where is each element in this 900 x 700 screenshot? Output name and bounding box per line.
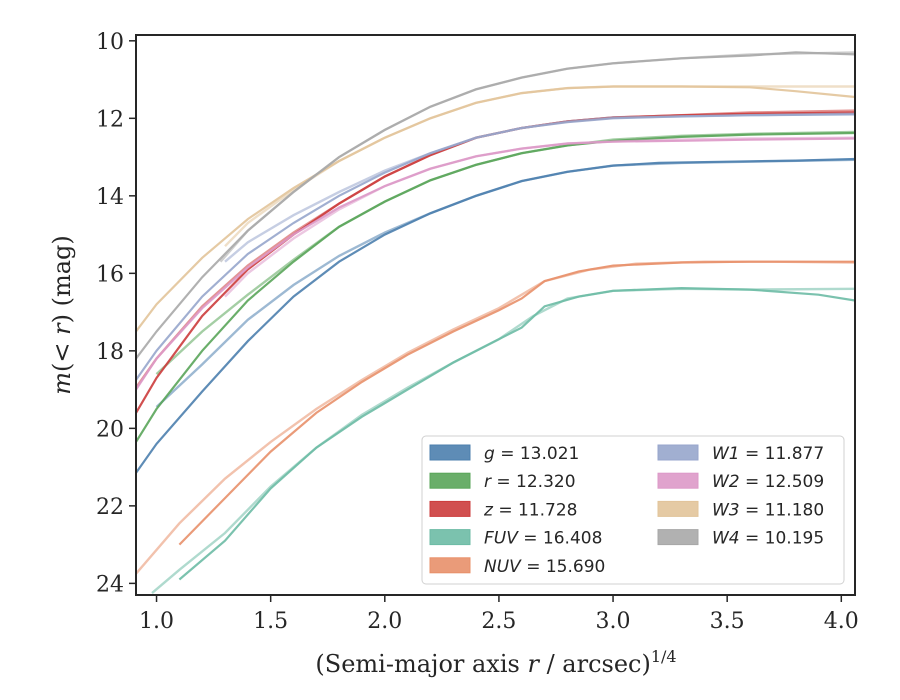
legend-label-w3: W3 = 11.180 (712, 500, 824, 520)
series-w3-line (136, 85, 855, 333)
legend-swatch-w4 (657, 529, 699, 546)
x-tick-label: 1.5 (253, 609, 288, 634)
legend-label-g: g = 13.021 (484, 444, 579, 464)
legend-label-nuv: NUV = 15.690 (484, 557, 605, 577)
series-w1-band (224, 112, 855, 263)
series-g-line (136, 157, 855, 474)
y-tick-label: 24 (96, 572, 124, 597)
series-w4-line (136, 51, 855, 360)
legend-swatch-r (429, 472, 471, 489)
legend-label-w4: W4 = 10.195 (712, 529, 824, 549)
y-tick-label: 12 (96, 107, 124, 132)
plot-frame (135, 34, 856, 596)
legend-swatch-w3 (657, 500, 699, 517)
x-tick-label: 4.0 (824, 609, 859, 634)
series-w4-band (219, 51, 855, 263)
x-axis-title: (Semi-major axis r / arcsec)1/4 (315, 647, 676, 678)
y-tick-label: 16 (96, 262, 124, 287)
series-r-line (136, 131, 855, 443)
y-tick-label: 20 (96, 417, 124, 442)
y-axis-title: m(< r) (mag) (48, 235, 76, 395)
series-curves (136, 51, 855, 595)
legend-label-w1: W1 = 11.877 (712, 444, 824, 464)
x-tick-label: 2.5 (481, 609, 516, 634)
x-tick-label: 3.0 (596, 609, 631, 634)
x-tick-label: 1.0 (139, 609, 174, 634)
y-tick-label: 22 (96, 495, 124, 520)
legend-swatch-fuv (429, 529, 471, 546)
series-r-band (155, 130, 855, 375)
y-axis: 10 12 14 16 18 20 22 24 (96, 30, 136, 597)
legend-swatch-z (429, 500, 471, 517)
legend-swatch-w1 (657, 444, 699, 461)
x-tick-label: 3.5 (710, 609, 745, 634)
legend-box (421, 435, 845, 585)
legend-swatch-w2 (657, 472, 699, 489)
series-nuv-line (178, 260, 855, 546)
x-axis: 1.0 1.5 2.0 2.5 3.0 3.5 4.0 (139, 595, 859, 634)
series-w2-line (136, 137, 855, 391)
legend-label-w2: W2 = 12.509 (712, 472, 824, 492)
y-tick-label: 10 (96, 30, 124, 55)
legend-swatch-g (429, 444, 471, 461)
legend-swatch-nuv (429, 557, 471, 574)
series-fuv-line (178, 286, 855, 581)
series-w1-line (136, 113, 855, 381)
y-tick-label: 18 (96, 340, 124, 365)
legend-label-r: r = 12.320 (484, 472, 576, 492)
x-tick-label: 2.0 (367, 609, 402, 634)
y-tick-label: 14 (96, 185, 124, 210)
legend: g = 13.021 r = 12.320 z = 11.728 FUV = 16.4… (421, 435, 845, 585)
legend-label-fuv: FUV = 16.408 (484, 529, 602, 549)
legend-label-z: z = 11.728 (483, 500, 577, 520)
